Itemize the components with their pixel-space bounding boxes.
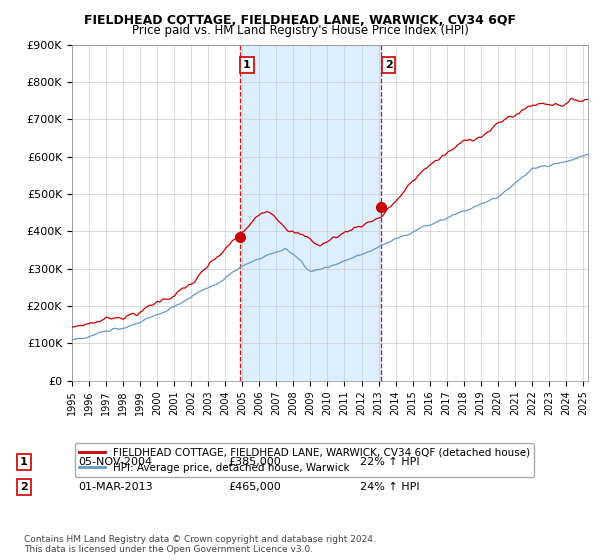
Text: Contains HM Land Registry data © Crown copyright and database right 2024.
This d: Contains HM Land Registry data © Crown c…	[24, 535, 376, 554]
Text: 24% ↑ HPI: 24% ↑ HPI	[360, 482, 419, 492]
Text: 05-NOV-2004: 05-NOV-2004	[78, 457, 152, 467]
Text: 2: 2	[385, 60, 392, 70]
Text: 01-MAR-2013: 01-MAR-2013	[78, 482, 152, 492]
Text: Price paid vs. HM Land Registry's House Price Index (HPI): Price paid vs. HM Land Registry's House …	[131, 24, 469, 37]
Text: 22% ↑ HPI: 22% ↑ HPI	[360, 457, 419, 467]
Text: 2: 2	[20, 482, 28, 492]
Text: 1: 1	[20, 457, 28, 467]
Bar	[240, 45, 382, 381]
Text: £465,000: £465,000	[228, 482, 281, 492]
Text: FIELDHEAD COTTAGE, FIELDHEAD LANE, WARWICK, CV34 6QF: FIELDHEAD COTTAGE, FIELDHEAD LANE, WARWI…	[84, 14, 516, 27]
Legend: FIELDHEAD COTTAGE, FIELDHEAD LANE, WARWICK, CV34 6QF (detached house), HPI: Aver: FIELDHEAD COTTAGE, FIELDHEAD LANE, WARWI…	[74, 443, 535, 477]
Text: 1: 1	[243, 60, 251, 70]
Text: £385,000: £385,000	[228, 457, 281, 467]
